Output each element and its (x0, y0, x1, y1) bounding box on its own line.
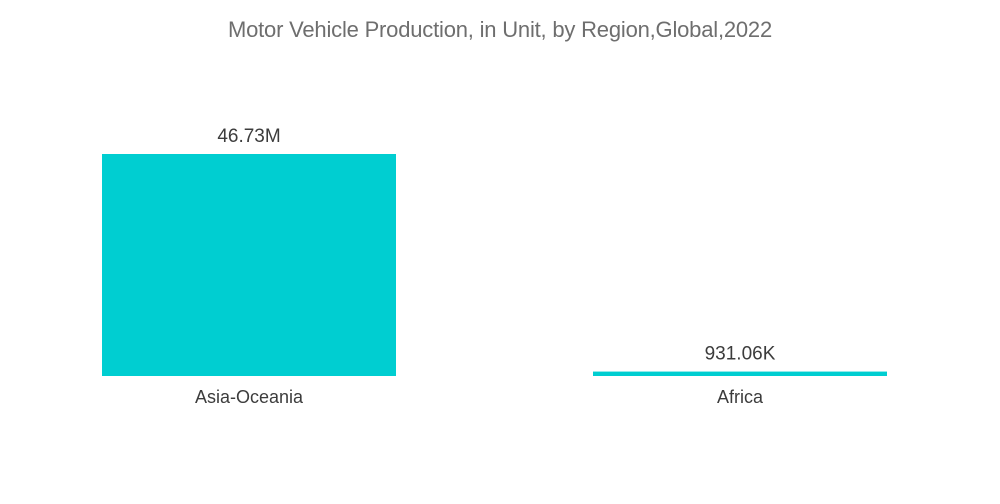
category-label-asia-oceania: Asia-Oceania (195, 387, 304, 407)
bars-layer (102, 154, 887, 376)
chart-title: Motor Vehicle Production, in Unit, by Re… (227, 17, 772, 42)
bar-asia-oceania (102, 154, 396, 376)
data-label-asia-oceania: 46.73M (217, 126, 280, 147)
data-label-africa: 931.06K (705, 344, 776, 365)
category-label-africa: Africa (717, 387, 764, 407)
bar-africa (593, 371, 887, 376)
category-labels-layer: Asia-Oceania Africa (195, 387, 764, 407)
value-labels-layer: 46.73M 931.06K (217, 126, 775, 365)
